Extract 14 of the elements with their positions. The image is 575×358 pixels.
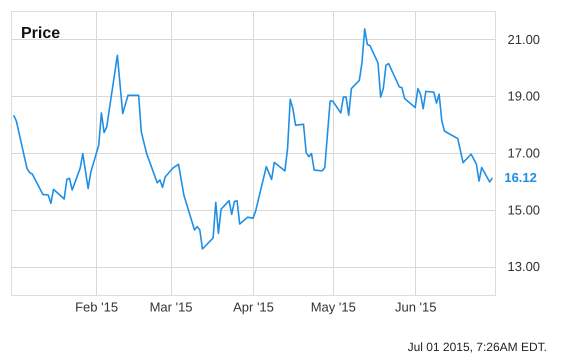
y-tick-label: 15.00 (508, 202, 540, 218)
x-tick-label: Apr '15 (233, 300, 274, 314)
x-tick-label: Mar '15 (150, 300, 193, 314)
y-tick-label: 19.00 (508, 88, 540, 104)
y-tick-label: 13.00 (508, 259, 540, 274)
text: Jul 01 2015, 7:26AM EDT. (408, 340, 547, 354)
annotation: 16.12 (504, 170, 537, 185)
text: Price (21, 25, 60, 42)
y-tick-label: 17.00 (508, 146, 540, 160)
x-tick-label: May '15 (310, 300, 356, 314)
x-tick-label: Feb '15 (75, 300, 118, 314)
y-tick-label: 21.00 (508, 32, 540, 47)
line-series (12, 28, 494, 250)
x-tick-label: Jun '15 (394, 300, 436, 314)
